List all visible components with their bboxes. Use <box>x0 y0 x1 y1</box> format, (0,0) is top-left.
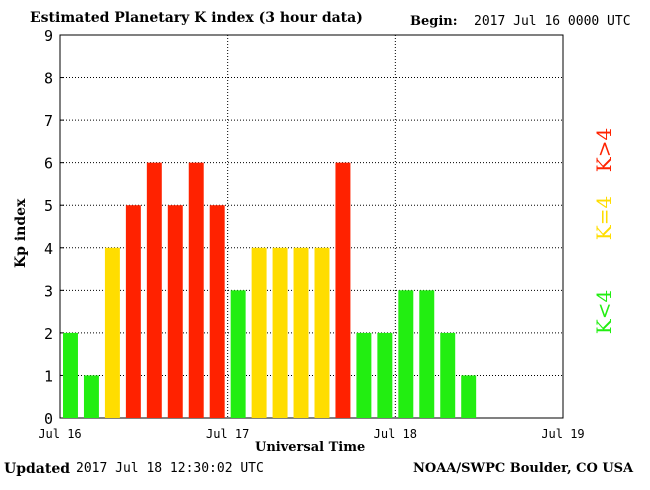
updated-label: Updated <box>4 461 71 477</box>
legend-item: K>4 <box>592 128 616 172</box>
x-tick-label: Jul 18 <box>374 427 417 441</box>
y-tick-label: 0 <box>44 410 53 428</box>
kp-bar <box>251 247 267 418</box>
y-tick-label: 5 <box>44 197 53 215</box>
kp-bar <box>461 375 477 418</box>
kp-bar <box>209 205 225 418</box>
y-tick-label: 8 <box>44 70 53 88</box>
kp-bar <box>356 332 372 418</box>
y-tick-label: 2 <box>44 325 53 343</box>
x-tick-label: Jul 16 <box>38 427 81 441</box>
x-axis-label: Universal Time <box>255 440 366 455</box>
kp-bar <box>230 290 246 418</box>
y-tick-label: 3 <box>44 282 53 300</box>
plot-frame <box>59 34 564 419</box>
x-tick-label: Jul 19 <box>541 427 584 441</box>
y-tick-label: 9 <box>44 27 53 45</box>
kp-bar <box>188 162 204 418</box>
kp-bar <box>314 247 330 418</box>
kp-bar <box>335 162 351 418</box>
y-axis-label: Kp index <box>13 198 29 268</box>
kp-bar <box>167 205 183 418</box>
kp-bar <box>104 247 120 418</box>
y-tick-label: 1 <box>44 367 53 385</box>
kp-bar <box>419 290 435 418</box>
kp-bar <box>125 205 141 418</box>
y-tick-label: 7 <box>44 112 53 130</box>
kp-bar <box>377 332 393 418</box>
credit-text: NOAA/SWPC Boulder, CO USA <box>413 461 634 476</box>
kp-bar <box>63 332 78 418</box>
kp-bar <box>398 290 414 418</box>
kp-bar <box>293 247 309 418</box>
kp-bar <box>440 332 456 418</box>
y-tick-label: 6 <box>44 155 53 173</box>
begin-label: Begin: <box>410 14 458 29</box>
kp-bar <box>146 162 162 418</box>
updated-timestamp: 2017 Jul 18 12:30:02 UTC <box>76 461 264 476</box>
chart-title: Estimated Planetary K index (3 hour data… <box>30 10 363 26</box>
legend-item: K=4 <box>592 196 616 240</box>
legend-item: K<4 <box>592 290 616 334</box>
y-tick-label: 4 <box>44 240 53 258</box>
kp-bar <box>83 375 99 418</box>
x-tick-label: Jul 17 <box>206 427 249 441</box>
kp-bar <box>272 247 288 418</box>
begin-value: 2017 Jul 16 0000 UTC <box>474 14 631 29</box>
